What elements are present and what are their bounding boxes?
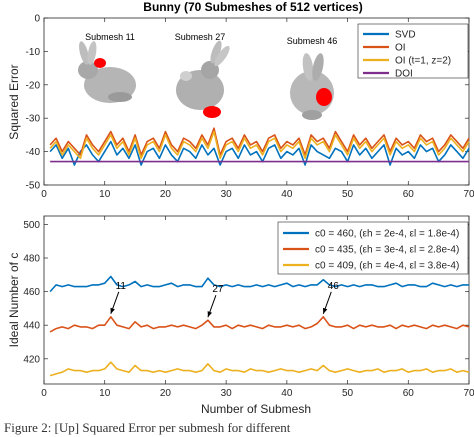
top-series	[49, 127, 470, 166]
top-legend-label-2: OI (t=1, z=2)	[395, 56, 451, 67]
bottom-y-tick-label: 440	[23, 321, 40, 332]
top-series-line-0	[49, 140, 470, 166]
bottom-y-tick-label: 480	[23, 254, 40, 265]
top-y-tick-label: -10	[26, 47, 41, 58]
top-legend-label-1: OI	[395, 43, 406, 54]
top-y-tick-label: -50	[26, 181, 41, 192]
top-legend-label-3: DOI	[395, 69, 413, 80]
top-y-tick-label: -30	[26, 114, 41, 125]
bottom-x-tick-label: 30	[221, 388, 233, 399]
top-series-line-2	[49, 130, 470, 160]
top-chart-title: Bunny (70 Submeshes of 512 vertices)	[143, 0, 362, 14]
bottom-legend-label-2: c0 = 409, (εh = 4e-4, εl = 3.8e-4)	[315, 261, 459, 272]
inset-label-46: Submesh 46	[287, 36, 338, 46]
top-x-tick-label: 60	[403, 189, 415, 200]
top-legend-label-0: SVD	[395, 30, 416, 41]
top-y-tick-label: -40	[26, 147, 41, 158]
annotation-arrowhead-0	[110, 307, 115, 314]
bottom-x-tick-label: 60	[403, 388, 415, 399]
bottom-y-tick-label: 500	[23, 220, 40, 231]
figure: Bunny (70 Submeshes of 512 vertices) 0 10…	[7, 0, 474, 416]
top-y-tick-label: -20	[26, 80, 41, 91]
bottom-series	[49, 275, 470, 377]
bottom-y-tick-label: 420	[23, 354, 40, 365]
bunny-inset-46: Submesh 46	[287, 36, 338, 120]
bottom-series-line-0	[49, 275, 469, 293]
top-x-tick-label: 10	[99, 189, 111, 200]
bottom-legend: c0 = 460, (εh = 2e-4, εl = 1.8e-4) c0 = 4…	[277, 221, 469, 275]
bottom-series-line-1	[49, 315, 470, 333]
top-y-tick-label: 0	[34, 14, 40, 25]
bunny-11-icon	[78, 41, 136, 103]
annotation-label-1: 27	[212, 284, 224, 295]
top-x-tick-label: 20	[160, 189, 172, 200]
top-x-tick-label: 40	[281, 189, 293, 200]
bottom-axis-ticks: 0 10 20 30 40 50 60 70 420 440 460 480 500	[23, 216, 474, 399]
bottom-y-axis-label: Ideal Number of c	[7, 253, 21, 348]
inset-label-27: Submesh 27	[175, 32, 226, 42]
bunny-46-icon	[290, 53, 334, 120]
bunny-inset-11: Submesh 11	[78, 32, 136, 103]
bottom-legend-label-1: c0 = 435, (εh = 3e-4, εl = 2.8e-4)	[315, 245, 459, 256]
top-x-tick-label: 0	[41, 189, 47, 200]
annotation-arrowhead-1	[207, 311, 213, 318]
bottom-series-line-2	[49, 361, 470, 377]
inset-label-11: Submesh 11	[85, 32, 135, 42]
top-legend: SVD OI OI (t=1, z=2) DOI	[357, 23, 469, 80]
annotation-arrowhead-2	[322, 307, 328, 314]
bunny-27-icon	[176, 40, 230, 118]
figure-caption: Figure 2: [Up] Squared Error per submesh…	[4, 420, 291, 435]
bottom-x-tick-label: 40	[281, 388, 293, 399]
bottom-annotations: 11 27 46	[110, 281, 340, 318]
bottom-x-tick-label: 10	[99, 388, 111, 399]
top-series-line-1	[49, 127, 470, 156]
bottom-x-tick-label: 20	[160, 388, 172, 399]
top-x-tick-label: 50	[342, 189, 354, 200]
bottom-x-tick-label: 70	[463, 388, 474, 399]
bunny-inset-27: Submesh 27	[175, 32, 230, 118]
bottom-legend-label-0: c0 = 460, (εh = 2e-4, εl = 1.8e-4)	[315, 229, 459, 240]
annotation-label-2: 46	[328, 281, 340, 292]
top-x-tick-label: 70	[463, 189, 474, 200]
bottom-x-axis-label: Number of Submesh	[201, 402, 311, 416]
top-axis-ticks: 0 10 20 30 40 50 60 70 0 -10 -20 -30 -40 -50	[26, 14, 474, 201]
bottom-y-tick-label: 460	[23, 287, 40, 298]
bottom-x-tick-label: 0	[41, 388, 47, 399]
top-y-axis-label: Squared Error	[7, 64, 21, 139]
annotation-label-0: 11	[116, 281, 127, 292]
bottom-x-tick-label: 50	[342, 388, 354, 399]
top-x-tick-label: 30	[221, 189, 233, 200]
